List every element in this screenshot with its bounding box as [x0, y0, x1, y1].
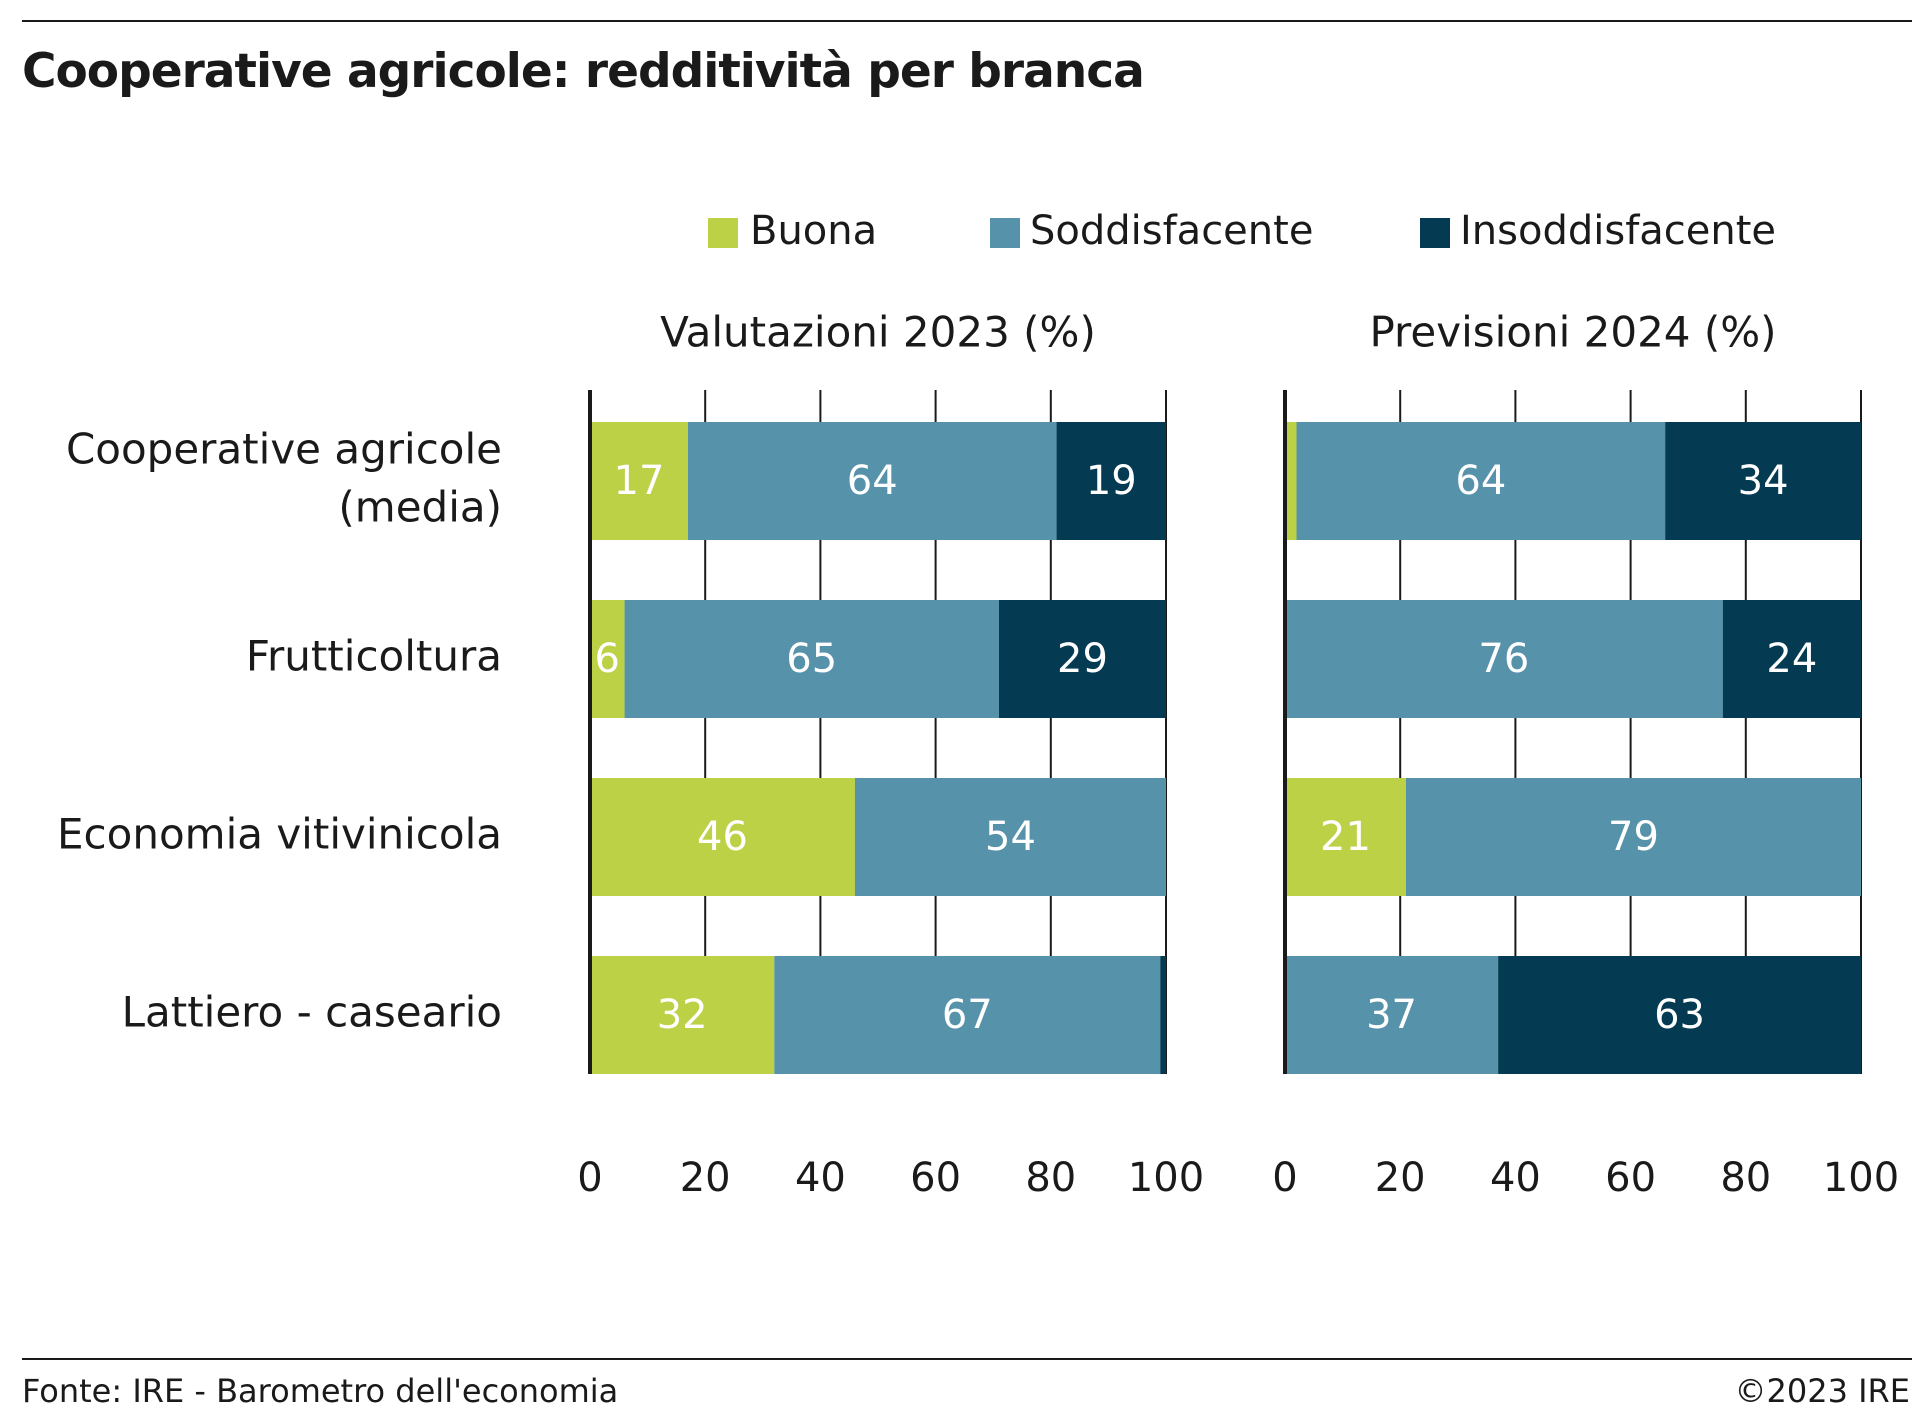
- panel-2-tick-label-60: 60: [1605, 1155, 1656, 1201]
- panel-2-bar-1-soddisfacente: [1296, 422, 1666, 540]
- panel-1-value-label-1-buona: 17: [614, 458, 665, 504]
- legend-label-2: Soddisfacente: [1030, 208, 1313, 254]
- panel-2-value-label-1-insoddisfacente: 34: [1738, 458, 1789, 504]
- panel-2-value-label-4-insoddisfacente: 63: [1654, 992, 1705, 1038]
- category-label-3: Economia vitivinicola: [57, 810, 502, 859]
- panel-2-bar-4-insoddisfacente: [1498, 956, 1861, 1074]
- legend-label-1: Buona: [750, 208, 877, 254]
- panel-title-2: Previsioni 2024 (%): [1369, 308, 1776, 357]
- top-rule: [22, 20, 1912, 22]
- panel-1-tick-label-60: 60: [910, 1155, 961, 1201]
- panel-2-value-label-3-buona: 21: [1320, 814, 1371, 860]
- panel-1-bar-4-soddisfacente: [774, 956, 1161, 1074]
- panel-1-value-label-3-buona: 46: [697, 814, 748, 860]
- panel-1-value-label-1-soddisfacente: 64: [847, 458, 898, 504]
- panel-1-bar-1-buona: [590, 422, 688, 540]
- category-label-2: Frutticoltura: [246, 632, 502, 681]
- legend-swatch-2: [990, 218, 1020, 248]
- category-label-1-line-1: Cooperative agricole: [66, 425, 502, 474]
- copyright-note: ©2023 IRE: [1734, 1372, 1911, 1410]
- source-note: Fonte: IRE - Barometro dell'economia: [22, 1372, 619, 1410]
- panel-1-tick-label-20: 20: [680, 1155, 731, 1201]
- panel-1-bar-4-buona: [590, 956, 775, 1074]
- panel-1-bar-2-soddisfacente: [624, 600, 999, 718]
- panel-1-tick-label-0: 0: [577, 1155, 602, 1201]
- panel-2-value-label-3-soddisfacente: 79: [1608, 814, 1659, 860]
- panel-1-value-label-2-buona: 6: [595, 636, 620, 682]
- legend-label-3: Insoddisfacente: [1460, 208, 1776, 254]
- category-label-1-line-2: (media): [338, 483, 502, 532]
- panel-2-tick-label-20: 20: [1375, 1155, 1426, 1201]
- legend-swatch-3: [1420, 218, 1450, 248]
- panel-2-value-label-4-soddisfacente: 37: [1366, 992, 1417, 1038]
- panel-2-tick-label-0: 0: [1272, 1155, 1297, 1201]
- panel-2-bar-1-buona: [1285, 422, 1297, 540]
- bottom-rule: [22, 1358, 1912, 1360]
- panel-1-bar-1-insoddisfacente: [1056, 422, 1166, 540]
- chart-title: Cooperative agricole: redditività per br…: [22, 44, 1145, 99]
- panel-1-bar-1-soddisfacente: [687, 422, 1057, 540]
- panel-1-tick-label-100: 100: [1128, 1155, 1204, 1201]
- panel-1-tick-label-40: 40: [795, 1155, 846, 1201]
- panel-2-tick-label-100: 100: [1823, 1155, 1899, 1201]
- panel-2-tick-label-80: 80: [1720, 1155, 1771, 1201]
- panel-2-bar-4-soddisfacente: [1285, 956, 1499, 1074]
- panel-1-tick-label-80: 80: [1025, 1155, 1076, 1201]
- panel-2-tick-label-40: 40: [1490, 1155, 1541, 1201]
- category-label-4: Lattiero - caseario: [122, 988, 502, 1037]
- panel-1-value-label-2-soddisfacente: 65: [786, 636, 837, 682]
- panel-1-value-label-1-insoddisfacente: 19: [1086, 458, 1137, 504]
- panel-1-bar-3-buona: [590, 778, 855, 896]
- panel-1-bar-3-soddisfacente: [854, 778, 1166, 896]
- panel-2-bar-2-soddisfacente: [1285, 600, 1723, 718]
- panel-1-value-label-4-soddisfacente: 67: [942, 992, 993, 1038]
- panel-2-bar-2-insoddisfacente: [1722, 600, 1861, 718]
- panel-2-value-label-2-insoddisfacente: 24: [1766, 636, 1817, 682]
- panel-1-bar-2-insoddisfacente: [998, 600, 1166, 718]
- panel-1-bar-2-buona: [590, 600, 625, 718]
- panel-title-1: Valutazioni 2023 (%): [660, 308, 1096, 357]
- panel-2-bar-1-insoddisfacente: [1665, 422, 1861, 540]
- panel-1-bar-4-insoddisfacente: [1160, 956, 1166, 1074]
- panel-2-value-label-2-soddisfacente: 76: [1478, 636, 1529, 682]
- panel-1-value-label-3-soddisfacente: 54: [985, 814, 1036, 860]
- panel-2-bar-3-buona: [1285, 778, 1406, 896]
- panel-1-value-label-4-buona: 32: [657, 992, 708, 1038]
- panel-2-value-label-1-soddisfacente: 64: [1455, 458, 1506, 504]
- panel-2-bar-3-soddisfacente: [1405, 778, 1861, 896]
- legend-swatch-1: [708, 218, 738, 248]
- panel-1-value-label-2-insoddisfacente: 29: [1057, 636, 1108, 682]
